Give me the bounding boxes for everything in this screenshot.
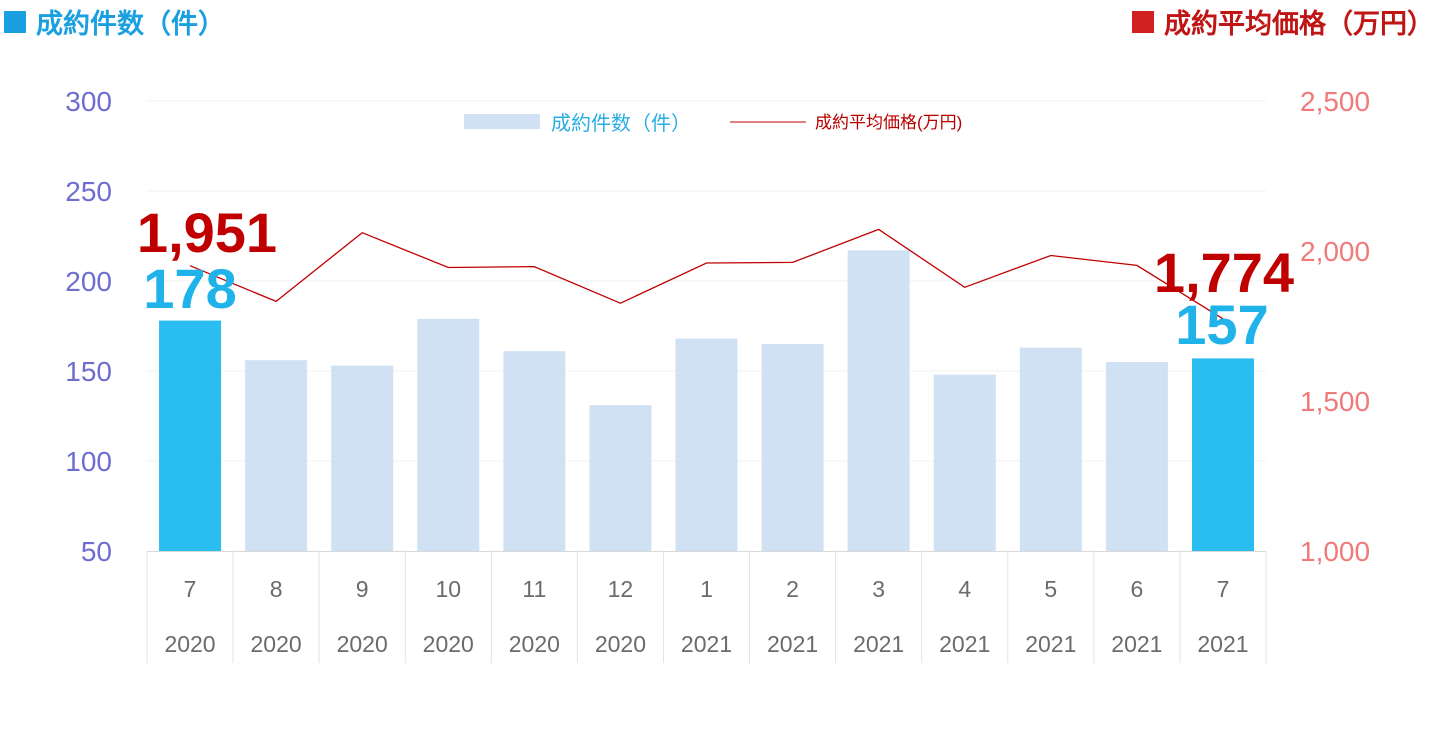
left-tick-label: 250 <box>65 176 112 207</box>
year-label: 2021 <box>681 631 732 657</box>
month-label: 7 <box>1217 576 1230 602</box>
legend: 成約件数（件） 成約平均価格(万円) <box>464 112 962 135</box>
month-label: 1 <box>700 576 713 602</box>
left-tick-label: 300 <box>65 86 112 117</box>
bar <box>589 405 652 551</box>
year-label: 2020 <box>509 631 560 657</box>
year-label: 2020 <box>164 631 215 657</box>
month-label: 6 <box>1130 576 1143 602</box>
callout-last-price: 1,774 <box>1154 241 1294 304</box>
left-tick-label: 150 <box>65 356 112 387</box>
price-line <box>189 228 1224 320</box>
bar <box>1191 358 1254 551</box>
bar-series <box>159 250 1254 551</box>
month-label: 3 <box>872 576 885 602</box>
line-series <box>189 228 1224 320</box>
right-tick-label: 1,500 <box>1300 386 1370 417</box>
month-label: 10 <box>435 576 461 602</box>
month-label: 2 <box>786 576 799 602</box>
legend-bar-swatch <box>464 114 540 129</box>
callout-first-count: 178 <box>143 257 236 320</box>
bar <box>159 320 222 551</box>
left-tick-label: 50 <box>81 536 112 567</box>
axes: 50 100 150 200 250 300 1,000 1,500 2,000 2,500 <box>65 86 1370 567</box>
month-label: 12 <box>608 576 634 602</box>
bar <box>417 318 480 551</box>
right-tick-label: 2,500 <box>1300 86 1370 117</box>
callout-first-price: 1,951 <box>137 201 277 264</box>
right-tick-label: 2,000 <box>1300 236 1370 267</box>
year-label: 2021 <box>1197 631 1248 657</box>
legend-bar-label: 成約件数（件） <box>551 112 691 135</box>
bar <box>761 344 824 551</box>
year-label: 2020 <box>251 631 302 657</box>
month-label: 8 <box>270 576 283 602</box>
bar <box>245 360 308 551</box>
bar <box>675 338 738 551</box>
legend-line-label: 成約平均価格(万円) <box>815 113 962 132</box>
year-label: 2021 <box>1025 631 1076 657</box>
month-label: 4 <box>958 576 971 602</box>
bar <box>331 365 394 551</box>
callouts: 1,951 178 1,774 157 <box>137 201 1294 356</box>
month-label: 9 <box>356 576 369 602</box>
left-axis-title-text: 成約件数（件） <box>36 9 225 40</box>
year-label: 2020 <box>423 631 474 657</box>
year-label: 2021 <box>1111 631 1162 657</box>
callout-last-count: 157 <box>1175 293 1268 356</box>
right-axis-title-text: 成約平均価格（万円） <box>1164 9 1434 40</box>
bar <box>933 374 996 551</box>
year-label: 2021 <box>939 631 990 657</box>
month-label: 7 <box>184 576 197 602</box>
year-label: 2021 <box>767 631 818 657</box>
bar <box>847 250 910 551</box>
right-tick-label: 1,000 <box>1300 536 1370 567</box>
bar <box>503 351 566 551</box>
right-axis-title: 成約平均価格（万円） <box>1132 2 1434 41</box>
year-label: 2020 <box>337 631 388 657</box>
bar <box>1105 362 1168 551</box>
category-axis: 7 2020 8 2020 9 2020 10 2020 11 2020 12 2020 1 2021 2 2… <box>146 551 1267 663</box>
bar <box>1019 347 1082 551</box>
left-tick-label: 100 <box>65 446 112 477</box>
red-square-icon <box>1132 10 1154 33</box>
year-label: 2021 <box>853 631 904 657</box>
left-axis-title: 成約件数（件） <box>4 2 225 41</box>
month-label: 5 <box>1044 576 1057 602</box>
left-tick-label: 200 <box>65 266 112 297</box>
month-label: 11 <box>522 576 546 602</box>
year-label: 2020 <box>595 631 646 657</box>
blue-square-icon <box>4 10 26 33</box>
